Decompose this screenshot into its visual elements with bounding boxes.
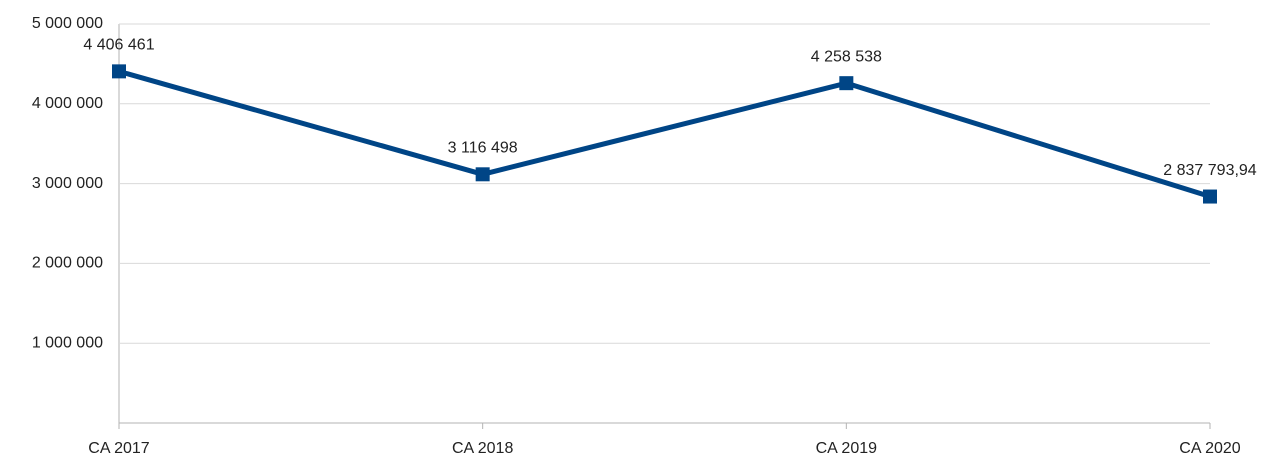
x-tick-label: CA 2018 (452, 440, 513, 457)
marker (839, 76, 854, 91)
x-tick-label: CA 2020 (1179, 440, 1240, 457)
data-label: 4 406 461 (83, 37, 154, 54)
x-tick-label: CA 2017 (88, 440, 149, 457)
y-tick-label: 5 000 000 (32, 15, 103, 32)
data-label: 4 258 538 (811, 48, 882, 65)
marker (1203, 189, 1217, 204)
marker (112, 64, 126, 79)
data-label: 3 116 498 (448, 140, 518, 157)
y-tick-label: 2 000 000 (32, 255, 103, 272)
x-tick-label: CA 2019 (816, 440, 877, 457)
data-label: 2 837 793,94 (1163, 162, 1257, 179)
y-tick-label: 3 000 000 (32, 175, 103, 192)
y-tick-label: 1 000 000 (32, 334, 103, 351)
line (118, 68, 1211, 199)
y-tick-label: 4 000 000 (32, 95, 103, 112)
marker (475, 167, 490, 182)
